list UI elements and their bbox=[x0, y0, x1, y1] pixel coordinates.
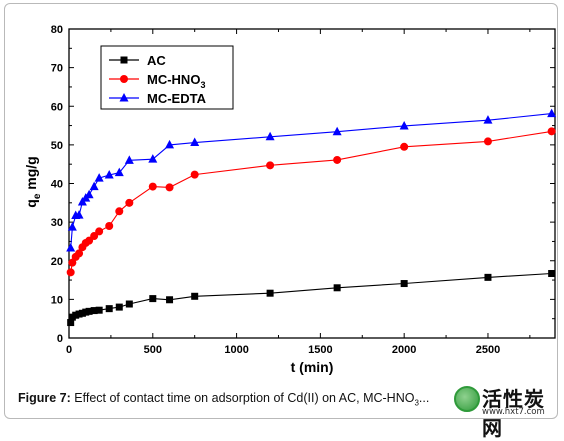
series-mc-edta bbox=[66, 108, 557, 252]
data-point-mc-hno bbox=[95, 227, 104, 236]
data-point-ac bbox=[67, 319, 75, 327]
data-point-ac bbox=[191, 292, 199, 300]
data-point-ac bbox=[548, 269, 556, 277]
data-point-ac bbox=[266, 289, 274, 297]
data-point-mc-edta bbox=[148, 154, 158, 163]
data-point-mc-edta bbox=[74, 210, 84, 219]
watermark: 活性炭网 www.hxt7.com bbox=[454, 384, 558, 440]
data-point-ac bbox=[149, 295, 157, 303]
data-point-mc-edta bbox=[547, 108, 557, 118]
data-point-mc-edta bbox=[399, 120, 409, 130]
data-point-mc-edta bbox=[265, 131, 275, 141]
data-point-mc-hno bbox=[165, 183, 174, 192]
series-mc-hno bbox=[66, 127, 556, 277]
data-point-mc-hno bbox=[266, 161, 275, 170]
data-point-mc-hno bbox=[105, 221, 114, 230]
y-tick-label: 70 bbox=[51, 63, 63, 75]
data-point-mc-hno bbox=[66, 268, 75, 277]
watermark-url: www.hxt7.com bbox=[482, 407, 545, 417]
figure-frame bbox=[4, 3, 558, 419]
data-point-mc-hno bbox=[400, 142, 409, 151]
data-point-mc-hno bbox=[115, 207, 124, 216]
legend-marker-mc-edta bbox=[119, 93, 129, 102]
caption-text: Effect of contact time on adsorption of … bbox=[70, 391, 415, 405]
caption-label: Figure 7: bbox=[18, 391, 71, 405]
series-line-mc-hno bbox=[70, 130, 552, 273]
figure-caption: Figure 7: Effect of contact time on adso… bbox=[0, 391, 564, 411]
data-point-mc-edta bbox=[67, 222, 77, 231]
data-point-ac bbox=[400, 280, 408, 288]
y-tick-label: 40 bbox=[51, 179, 63, 191]
y-tick-label: 30 bbox=[51, 217, 63, 229]
series-group bbox=[66, 108, 557, 327]
data-point-ac bbox=[85, 307, 93, 315]
x-tick-label: 2500 bbox=[476, 344, 500, 356]
data-point-mc-edta bbox=[124, 155, 134, 164]
watermark-logo-icon bbox=[454, 386, 480, 412]
data-point-ac bbox=[95, 306, 103, 314]
data-point-mc-hno bbox=[85, 236, 94, 245]
chart: 0 500 1000 1500 2000 2500 0 10 20 30 40 50 60 70 80 AC… bbox=[23, 24, 557, 375]
y-axis-label: qe mg/g bbox=[23, 156, 43, 207]
data-point-mc-edta bbox=[332, 126, 342, 136]
y-tick-label: 0 bbox=[57, 333, 63, 345]
x-tick-label: 1500 bbox=[308, 344, 332, 356]
data-point-mc-edta bbox=[114, 167, 124, 177]
x-tick-label: 0 bbox=[66, 344, 72, 356]
data-point-mc-hno bbox=[190, 170, 199, 179]
data-point-mc-edta bbox=[483, 115, 493, 124]
data-point-mc-hno bbox=[125, 198, 134, 207]
legend-label-mc-edta: MC-EDTA bbox=[147, 91, 207, 106]
data-point-mc-hno bbox=[148, 182, 157, 191]
data-point-ac bbox=[105, 305, 113, 313]
legend-label-subscript: 3 bbox=[200, 80, 205, 90]
x-axis-label: t (min) bbox=[291, 359, 334, 375]
data-point-ac bbox=[115, 303, 123, 311]
y-tick-label: 80 bbox=[51, 24, 63, 36]
data-point-ac bbox=[166, 296, 174, 304]
x-tick-label: 2000 bbox=[392, 344, 416, 356]
data-point-ac bbox=[484, 273, 492, 281]
data-point-mc-edta bbox=[104, 170, 114, 179]
y-tick-label: 60 bbox=[51, 101, 63, 113]
data-point-mc-edta bbox=[94, 173, 104, 182]
data-point-ac bbox=[125, 300, 133, 308]
data-point-mc-hno bbox=[68, 258, 77, 267]
data-point-mc-hno bbox=[333, 155, 342, 164]
legend-label-mc-hno: MC-HNO3 bbox=[147, 72, 205, 90]
data-point-mc-edta bbox=[66, 243, 76, 252]
y-tick-label: 10 bbox=[51, 294, 63, 306]
series-line-ac bbox=[70, 272, 552, 323]
data-point-mc-edta bbox=[89, 181, 99, 191]
legend-marker-mc-hno bbox=[120, 75, 128, 83]
data-point-mc-hno bbox=[90, 232, 99, 241]
data-point-ac bbox=[333, 284, 341, 292]
y-tick-label: 50 bbox=[51, 140, 63, 152]
data-point-mc-hno bbox=[483, 137, 492, 146]
data-point-mc-edta bbox=[84, 189, 94, 199]
data-point-mc-edta bbox=[165, 139, 175, 149]
caption-tail: ... bbox=[418, 391, 430, 405]
x-tick-label: 1000 bbox=[224, 344, 248, 356]
x-tick-label: 500 bbox=[144, 344, 162, 356]
data-point-mc-hno bbox=[75, 249, 84, 258]
data-point-mc-edta bbox=[190, 137, 200, 147]
legend-marker-ac bbox=[120, 56, 128, 64]
legend-label-ac: AC bbox=[147, 53, 166, 68]
axes: 0 500 1000 1500 2000 2500 0 10 20 30 40 50 60 70 80 bbox=[51, 24, 556, 356]
caption-subscript: 3 bbox=[414, 398, 419, 408]
data-point-mc-hno bbox=[547, 127, 556, 136]
y-tick-label: 20 bbox=[51, 256, 63, 268]
series-line-mc-edta bbox=[70, 113, 552, 249]
data-point-ac bbox=[90, 307, 98, 315]
series-ac bbox=[67, 269, 556, 327]
